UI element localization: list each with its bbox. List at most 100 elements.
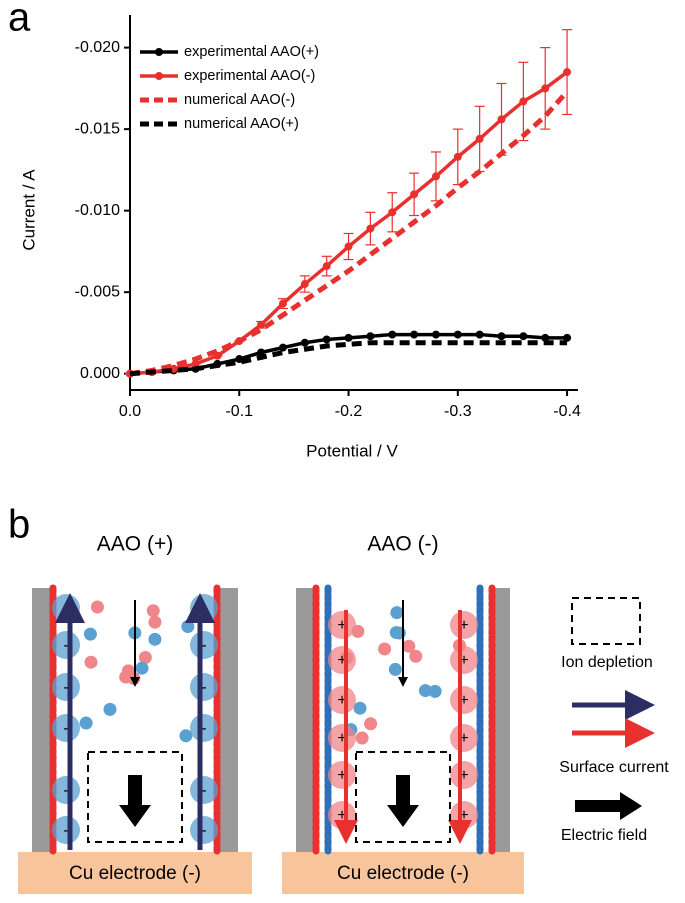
charge-circle	[52, 714, 80, 742]
charge-circle	[328, 611, 356, 639]
x-tick-label: -0.4	[553, 403, 581, 420]
point	[541, 84, 550, 93]
wall	[32, 588, 52, 852]
charge-circle	[450, 761, 478, 789]
y-tick-label: 0.000	[80, 365, 120, 382]
panel-title: AAO (+)	[97, 533, 173, 556]
charge-sign: -	[63, 637, 68, 654]
legend-label: experimental AAO(+)	[184, 44, 319, 60]
diagram: Cu electrode (-)AAO (+)------------Cu el…	[18, 533, 669, 894]
point	[453, 330, 462, 339]
y-tick-label: -0.010	[75, 202, 120, 219]
point	[497, 332, 506, 341]
charge-circle	[328, 686, 356, 714]
charge-circle	[52, 673, 80, 701]
panel-title: AAO (-)	[367, 533, 438, 556]
point	[541, 333, 550, 342]
ion	[364, 717, 378, 731]
point	[563, 333, 572, 342]
panel-label: b	[8, 503, 30, 547]
y-tick-label: -0.015	[75, 120, 120, 137]
ion	[146, 604, 160, 618]
series-line	[129, 89, 569, 377]
ion	[179, 729, 193, 743]
charge-sign: -	[201, 679, 206, 696]
point	[388, 330, 397, 339]
electrode	[18, 852, 252, 894]
legend-label: Ion depletion	[561, 654, 653, 671]
point	[366, 332, 375, 341]
charge-sign: +	[337, 767, 346, 784]
point	[344, 333, 353, 342]
x-tick-label: 0.0	[119, 403, 141, 420]
charge-circle	[190, 776, 218, 804]
charge-circle	[190, 631, 218, 659]
x-tick-label: -0.2	[335, 403, 363, 420]
field-arrow-big	[119, 775, 151, 827]
ion	[390, 606, 404, 620]
ion	[148, 632, 162, 646]
ion	[355, 731, 369, 745]
legend-marker	[155, 72, 163, 80]
point	[322, 262, 331, 271]
ion	[90, 600, 104, 614]
charge-sign: -	[63, 720, 68, 737]
ion	[353, 701, 367, 715]
ion	[83, 627, 97, 641]
charge-circle	[190, 673, 218, 701]
ion	[103, 702, 117, 716]
charge-sign: -	[201, 637, 206, 654]
y-tick-label: -0.020	[75, 39, 120, 56]
ion	[409, 649, 423, 663]
point	[388, 208, 397, 217]
ion	[148, 615, 162, 629]
charge-circle	[52, 816, 80, 844]
charge-circle	[450, 686, 478, 714]
y-axis-label: Current / A	[19, 169, 38, 251]
legend-label: numerical AAO(-)	[184, 92, 295, 108]
charge-sign: +	[337, 652, 346, 669]
charge-circle	[52, 776, 80, 804]
point	[475, 330, 484, 339]
x-tick-label: -0.3	[444, 403, 472, 420]
charge-sign: +	[459, 617, 468, 634]
depletion-zone	[87, 751, 183, 843]
point	[278, 299, 287, 308]
charge-circle	[450, 611, 478, 639]
electrode-label: Cu electrode (-)	[337, 863, 469, 884]
point	[453, 152, 462, 161]
panel-label: a	[8, 0, 31, 40]
x-axis-label: Potential / V	[306, 441, 398, 460]
point	[300, 338, 309, 347]
charge-circle	[450, 724, 478, 752]
point	[344, 242, 353, 251]
charge-circle	[328, 761, 356, 789]
wall	[296, 588, 316, 852]
wall	[218, 588, 238, 852]
point	[410, 190, 419, 199]
depletion-zone	[355, 751, 451, 843]
ion	[402, 639, 416, 653]
ion	[138, 651, 152, 665]
charge-sign: -	[201, 720, 206, 737]
charge-circle	[328, 646, 356, 674]
charge-sign: +	[459, 767, 468, 784]
point	[300, 280, 309, 289]
charge-sign: +	[337, 730, 346, 747]
point	[410, 330, 419, 339]
legend-arrow	[575, 792, 642, 820]
ion	[181, 619, 195, 633]
y-tick-label: -0.005	[75, 283, 120, 300]
charge-circle	[52, 631, 80, 659]
charge-sign: -	[63, 782, 68, 799]
ion	[428, 684, 442, 698]
ion	[388, 662, 402, 676]
charge-sign: -	[201, 822, 206, 839]
charge-circle	[190, 714, 218, 742]
point	[257, 320, 266, 329]
charge-sign: -	[63, 679, 68, 696]
ion	[135, 661, 149, 675]
legend-label: Surface current	[559, 759, 669, 776]
charge-circle	[190, 816, 218, 844]
